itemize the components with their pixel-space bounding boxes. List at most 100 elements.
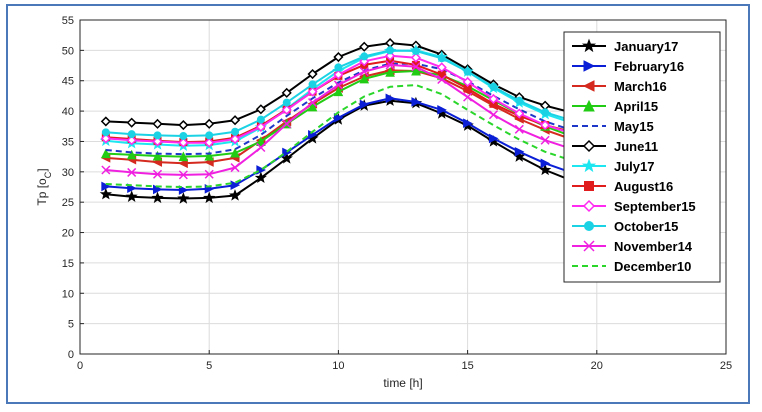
legend-label: June11	[614, 139, 658, 154]
data-point-stroke	[204, 169, 214, 179]
data-point	[582, 199, 596, 213]
data-point-stroke	[127, 167, 137, 177]
line-chart: 0 5 10 15 20 25 0 5 10 15 20 25 30 35 40 45 50 55 time [h…	[35, 15, 732, 390]
data-point	[153, 184, 163, 195]
x-tick-label: 0	[77, 360, 83, 372]
data-point-stroke	[152, 169, 163, 179]
data-point	[152, 150, 163, 161]
data-point	[100, 133, 111, 144]
series-december10	[105, 84, 598, 188]
legend-entry-august16: August16	[572, 179, 673, 194]
data-point	[153, 131, 162, 140]
data-point	[229, 115, 241, 126]
x-tick-label: 25	[720, 360, 732, 372]
data-point	[581, 158, 597, 173]
data-point-stroke	[282, 119, 292, 129]
data-point	[540, 158, 551, 169]
data-point	[308, 80, 317, 89]
data-point	[463, 92, 473, 102]
series-line-may15	[105, 62, 598, 156]
data-point	[178, 185, 189, 195]
data-point-stroke	[333, 80, 343, 90]
legend-box	[563, 31, 721, 283]
data-point	[385, 60, 395, 70]
legend-label: May15	[614, 119, 654, 134]
legend-label: March16	[614, 79, 667, 94]
data-point	[203, 191, 216, 204]
y-tick-label: 35	[62, 136, 74, 148]
data-point	[463, 67, 472, 76]
series-may15	[105, 62, 598, 156]
data-point	[126, 117, 137, 128]
data-point-stroke	[583, 240, 595, 252]
data-point	[514, 124, 524, 134]
legend-label: February16	[614, 59, 684, 74]
data-point	[437, 54, 446, 63]
y-tick-label: 20	[62, 228, 74, 240]
data-point-stroke	[514, 124, 524, 134]
x-tick-label: 15	[461, 360, 473, 372]
x-axis-label: time [h]	[383, 376, 422, 390]
data-point	[256, 136, 266, 146]
data-point	[230, 163, 240, 173]
data-point	[386, 46, 395, 55]
data-point	[541, 108, 550, 117]
legend-entry-july17: July17	[572, 158, 654, 174]
data-point-stroke	[178, 170, 188, 180]
data-point	[101, 165, 111, 175]
y-tick-label: 50	[62, 45, 74, 57]
data-point	[333, 69, 344, 80]
data-point	[581, 38, 597, 53]
data-point	[411, 65, 421, 76]
data-point	[127, 183, 137, 194]
data-point	[126, 149, 137, 160]
data-point	[436, 62, 447, 73]
data-point	[514, 108, 525, 119]
data-point	[584, 221, 594, 231]
data-point	[462, 76, 473, 88]
data-point	[488, 110, 498, 120]
data-point	[204, 169, 214, 179]
series-line-october15	[105, 49, 597, 137]
data-point	[256, 115, 265, 124]
y-axis-label-main: Tp [o	[35, 178, 49, 206]
legend-entry-october15: October15	[572, 219, 678, 234]
data-point	[308, 98, 318, 108]
legend-entry-may15: May15	[572, 119, 654, 134]
data-point	[178, 151, 189, 162]
legend-label: October15	[614, 219, 678, 234]
legend-entry-march16: March16	[572, 79, 667, 94]
y-tick-label: 0	[68, 349, 74, 361]
data-point	[359, 41, 370, 52]
series-line-december10	[105, 84, 598, 188]
y-tick-label: 10	[62, 288, 74, 300]
data-point	[583, 99, 595, 112]
data-point-stroke	[411, 62, 421, 72]
legend-entry-november14: November14	[572, 239, 693, 254]
y-axis-label: Tp [oC]	[35, 168, 53, 205]
y-tick-label: 45	[62, 76, 74, 88]
data-point	[205, 131, 214, 140]
legend-entry-september15: September15	[572, 199, 696, 214]
data-point	[583, 60, 596, 72]
data-point	[333, 80, 343, 90]
axes-box	[79, 19, 727, 355]
data-point	[411, 46, 420, 55]
legend-entry-april15: April15	[572, 99, 658, 114]
y-axis-label-sub: C	[43, 171, 53, 178]
legend-label: August16	[614, 179, 673, 194]
legend-entry-june11: June11	[572, 139, 658, 154]
data-point	[359, 99, 370, 110]
data-point	[307, 68, 318, 80]
data-point	[231, 127, 240, 136]
data-point	[282, 147, 292, 158]
data-point	[127, 130, 136, 139]
series-line-july17	[105, 49, 597, 147]
data-point	[334, 63, 343, 72]
data-point	[437, 105, 447, 115]
data-point-stroke	[101, 165, 111, 175]
data-point-stroke	[359, 67, 369, 77]
data-point-stroke	[230, 163, 240, 173]
y-tick-label: 55	[62, 15, 74, 27]
data-point	[204, 118, 215, 129]
